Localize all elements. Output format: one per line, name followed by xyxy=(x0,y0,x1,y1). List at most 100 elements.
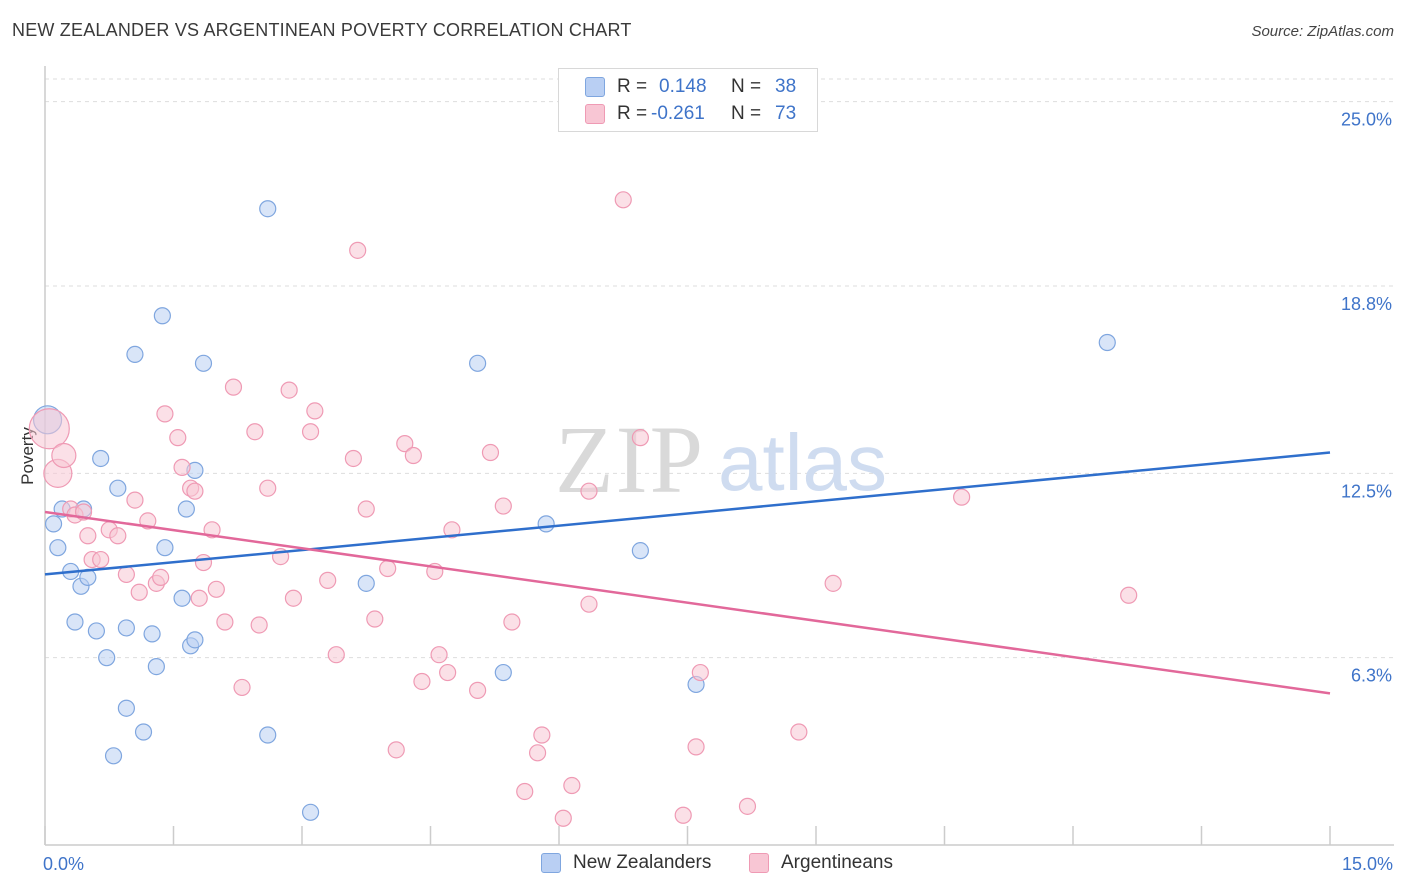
data-point xyxy=(357,574,375,592)
data-point xyxy=(319,571,337,589)
x-tick-label: 15.0% xyxy=(1342,854,1393,874)
data-point xyxy=(738,797,757,815)
data-point xyxy=(554,809,572,827)
data-point xyxy=(430,646,448,664)
data-point xyxy=(533,726,551,744)
y-axis-label: Poverty xyxy=(18,427,37,485)
data-point xyxy=(357,500,375,518)
data-point xyxy=(98,649,116,667)
data-point xyxy=(250,616,268,634)
data-point xyxy=(790,723,808,741)
data-point xyxy=(396,435,414,453)
data-point xyxy=(109,527,127,545)
legend-item-new-zealanders[interactable]: New Zealanders xyxy=(541,852,711,874)
stats-legend-row-new-zealanders: R = 0.148 N = 38 xyxy=(585,74,796,100)
data-point xyxy=(494,497,512,515)
data-point xyxy=(528,744,547,762)
data-point xyxy=(503,613,521,631)
r-label: R = xyxy=(617,76,648,97)
data-point xyxy=(194,553,213,572)
watermark-atlas: atlas xyxy=(718,418,887,507)
data-point xyxy=(1120,586,1138,604)
data-point xyxy=(366,610,384,628)
legend-label: New Zealanders xyxy=(573,852,712,873)
data-point xyxy=(631,542,649,560)
stats-legend: R = 0.148 N = 38 R = -0.261 N = 73 xyxy=(558,68,818,132)
data-point xyxy=(152,568,170,587)
data-point xyxy=(580,482,598,500)
data-point xyxy=(953,488,971,506)
legend-swatch-pink xyxy=(585,104,605,124)
data-point xyxy=(87,622,106,640)
data-point xyxy=(631,429,649,447)
x-tick-label: 0.0% xyxy=(43,854,84,874)
legend-item-argentineans[interactable]: Argentineans xyxy=(749,852,893,874)
data-point xyxy=(147,658,165,676)
data-point xyxy=(327,646,345,664)
y-tick-label: 18.8% xyxy=(1341,294,1392,314)
data-point xyxy=(259,726,277,744)
data-point xyxy=(177,500,195,518)
data-point xyxy=(117,699,135,717)
data-point xyxy=(28,408,70,450)
n-value: 73 xyxy=(775,103,797,124)
r-value: -0.261 xyxy=(651,103,705,124)
legend-swatch-pink xyxy=(749,853,769,873)
y-tick-label: 25.0% xyxy=(1341,110,1392,130)
n-label: N = xyxy=(731,103,762,124)
data-point xyxy=(259,479,277,497)
data-point xyxy=(224,378,243,396)
y-tick-label: 6.3% xyxy=(1351,666,1392,686)
data-point xyxy=(126,491,144,509)
series-argentineans xyxy=(28,191,1138,827)
data-point xyxy=(207,580,225,598)
stats-legend-row-argentineans: R = -0.261 N = 73 xyxy=(585,101,796,127)
data-point xyxy=(824,574,842,592)
data-point xyxy=(49,539,67,557)
legend-swatch-blue xyxy=(541,853,561,873)
data-point xyxy=(614,191,632,209)
data-point xyxy=(379,559,397,578)
n-value: 38 xyxy=(775,76,797,97)
data-point xyxy=(169,429,187,447)
data-point xyxy=(186,631,204,649)
data-point xyxy=(306,402,324,420)
data-point xyxy=(1098,333,1116,352)
data-point xyxy=(691,663,709,682)
data-point xyxy=(109,479,127,497)
legend-swatch-blue xyxy=(585,77,605,97)
data-point xyxy=(126,345,144,364)
data-point xyxy=(687,738,705,756)
data-point xyxy=(469,681,487,699)
data-point xyxy=(301,803,320,821)
legend-label: Argentineans xyxy=(781,852,893,873)
data-point xyxy=(537,515,555,533)
data-point xyxy=(117,619,135,637)
y-tick-label: 12.5% xyxy=(1341,481,1392,501)
data-point xyxy=(387,741,405,759)
data-point xyxy=(349,241,367,259)
watermark-zip: ZIP xyxy=(555,406,705,513)
data-point xyxy=(92,550,110,569)
data-point xyxy=(156,405,174,423)
data-point xyxy=(443,521,461,539)
data-point xyxy=(173,589,191,607)
data-point xyxy=(233,678,251,697)
data-point xyxy=(284,589,303,607)
data-point xyxy=(563,776,581,795)
data-point xyxy=(674,806,692,824)
data-point xyxy=(190,589,208,607)
data-point xyxy=(216,613,234,631)
n-label: N = xyxy=(731,76,762,97)
data-point xyxy=(51,442,77,469)
data-point xyxy=(186,482,204,500)
chart-title: NEW ZEALANDER VS ARGENTINEAN POVERTY COR… xyxy=(12,20,632,40)
data-point xyxy=(156,539,174,557)
data-point xyxy=(44,515,63,533)
data-point xyxy=(92,449,110,468)
data-point xyxy=(301,423,320,441)
data-point xyxy=(481,443,500,462)
data-point xyxy=(580,595,598,613)
data-point xyxy=(104,747,123,765)
